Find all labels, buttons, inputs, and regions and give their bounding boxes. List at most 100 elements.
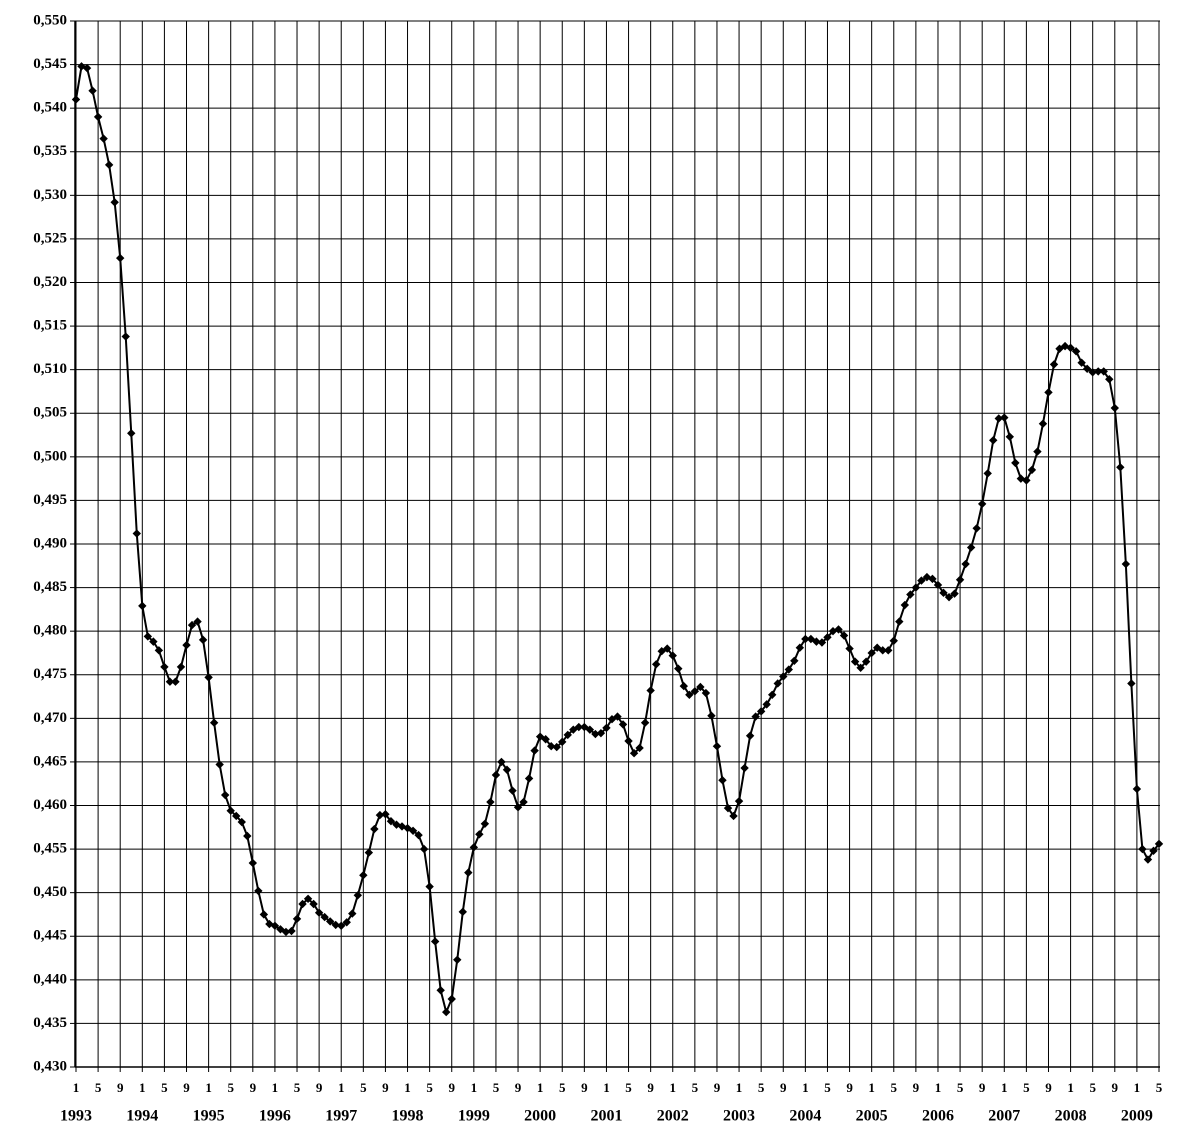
data-point — [535, 732, 545, 741]
x-tick-label: 1 — [1001, 1080, 1008, 1095]
data-point — [281, 927, 291, 937]
data-point — [773, 679, 782, 688]
y-tick-label: 0,545 — [33, 56, 67, 72]
year-label: 2005 — [856, 1108, 888, 1125]
year-label: 2002 — [657, 1108, 689, 1125]
data-point — [331, 920, 340, 930]
data-point — [430, 937, 440, 946]
data-point — [779, 672, 788, 681]
x-tick-label: 5 — [1156, 1080, 1163, 1095]
data-point — [71, 95, 81, 104]
x-tick-label: 1 — [868, 1080, 875, 1095]
data-point — [1105, 375, 1114, 384]
data-point — [154, 646, 164, 655]
data-point — [845, 644, 854, 653]
x-tick-label: 9 — [780, 1080, 787, 1095]
data-point — [99, 134, 108, 143]
y-tick-label: 0,470 — [33, 710, 67, 726]
data-point — [1121, 559, 1131, 569]
data-point — [292, 914, 302, 924]
data-point — [983, 469, 992, 478]
data-point — [712, 742, 722, 751]
year-label: 2004 — [789, 1108, 821, 1125]
x-tick-label: 5 — [957, 1080, 964, 1095]
x-tick-label: 9 — [316, 1080, 323, 1095]
year-label: 1993 — [60, 1108, 92, 1125]
x-tick-label: 5 — [758, 1080, 765, 1095]
data-point — [149, 637, 158, 646]
data-point — [220, 790, 230, 800]
x-tick-label: 5 — [294, 1080, 301, 1095]
x-tick-label: 1 — [338, 1080, 345, 1095]
data-point — [160, 662, 169, 672]
data-point — [513, 803, 523, 812]
x-tick-label: 5 — [227, 1080, 234, 1095]
y-tick-label: 0,460 — [33, 797, 67, 813]
data-point — [530, 746, 539, 755]
x-tick-label: 5 — [824, 1080, 831, 1095]
data-point — [1033, 447, 1042, 456]
year-label: 2003 — [723, 1108, 755, 1125]
data-point — [762, 700, 771, 709]
data-point — [1049, 360, 1059, 369]
data-point — [563, 730, 572, 740]
data-point — [309, 899, 318, 909]
data-point — [1099, 367, 1108, 376]
data-point — [718, 776, 727, 785]
x-tick-label: 1 — [802, 1080, 809, 1095]
data-point — [867, 648, 876, 658]
data-point — [1066, 343, 1075, 353]
data-point — [88, 86, 97, 95]
data-point — [878, 646, 887, 655]
y-tick-label: 0,465 — [33, 753, 67, 769]
y-tick-label: 0,480 — [33, 623, 67, 639]
x-tick-label: 1 — [736, 1080, 743, 1095]
data-point — [602, 723, 611, 733]
data-point — [939, 588, 948, 598]
data-point — [552, 742, 561, 752]
y-tick-label: 0,525 — [33, 230, 67, 246]
data-point — [828, 626, 838, 636]
y-tick-label: 0,430 — [33, 1058, 67, 1074]
data-point — [480, 819, 490, 829]
data-point — [502, 765, 512, 774]
data-point — [884, 646, 893, 655]
data-point — [182, 640, 191, 650]
data-point — [541, 735, 550, 744]
data-point — [386, 816, 396, 826]
data-point — [375, 810, 385, 820]
y-tick-label: 0,435 — [33, 1015, 67, 1031]
data-point — [425, 882, 434, 891]
data-point — [314, 908, 324, 917]
data-point — [994, 414, 1003, 423]
data-point — [745, 731, 755, 740]
data-point — [447, 994, 456, 1004]
data-point — [850, 657, 860, 666]
data-point — [1000, 413, 1009, 422]
year-label: 2009 — [1121, 1108, 1153, 1125]
data-point — [1116, 463, 1125, 472]
x-tick-label: 9 — [979, 1080, 986, 1095]
data-point — [635, 743, 644, 753]
data-point — [701, 688, 711, 698]
x-tick-label: 5 — [692, 1080, 699, 1095]
data-point — [469, 843, 479, 852]
x-tick-label: 5 — [360, 1080, 367, 1095]
data-point — [790, 656, 799, 666]
data-point — [254, 886, 263, 896]
year-label: 1998 — [392, 1108, 424, 1125]
data-point — [110, 198, 119, 207]
data-point — [176, 662, 186, 672]
x-tick-label: 1 — [935, 1080, 942, 1095]
data-point — [933, 580, 943, 590]
y-tick-label: 0,450 — [33, 884, 67, 900]
data-point — [104, 160, 114, 170]
data-point — [1016, 474, 1026, 483]
data-point — [364, 848, 374, 857]
data-point — [740, 763, 749, 773]
data-point — [93, 112, 103, 122]
data-point — [270, 921, 280, 930]
x-tick-label: 9 — [448, 1080, 455, 1095]
data-point — [1071, 347, 1081, 356]
year-label: 2008 — [1055, 1108, 1087, 1125]
